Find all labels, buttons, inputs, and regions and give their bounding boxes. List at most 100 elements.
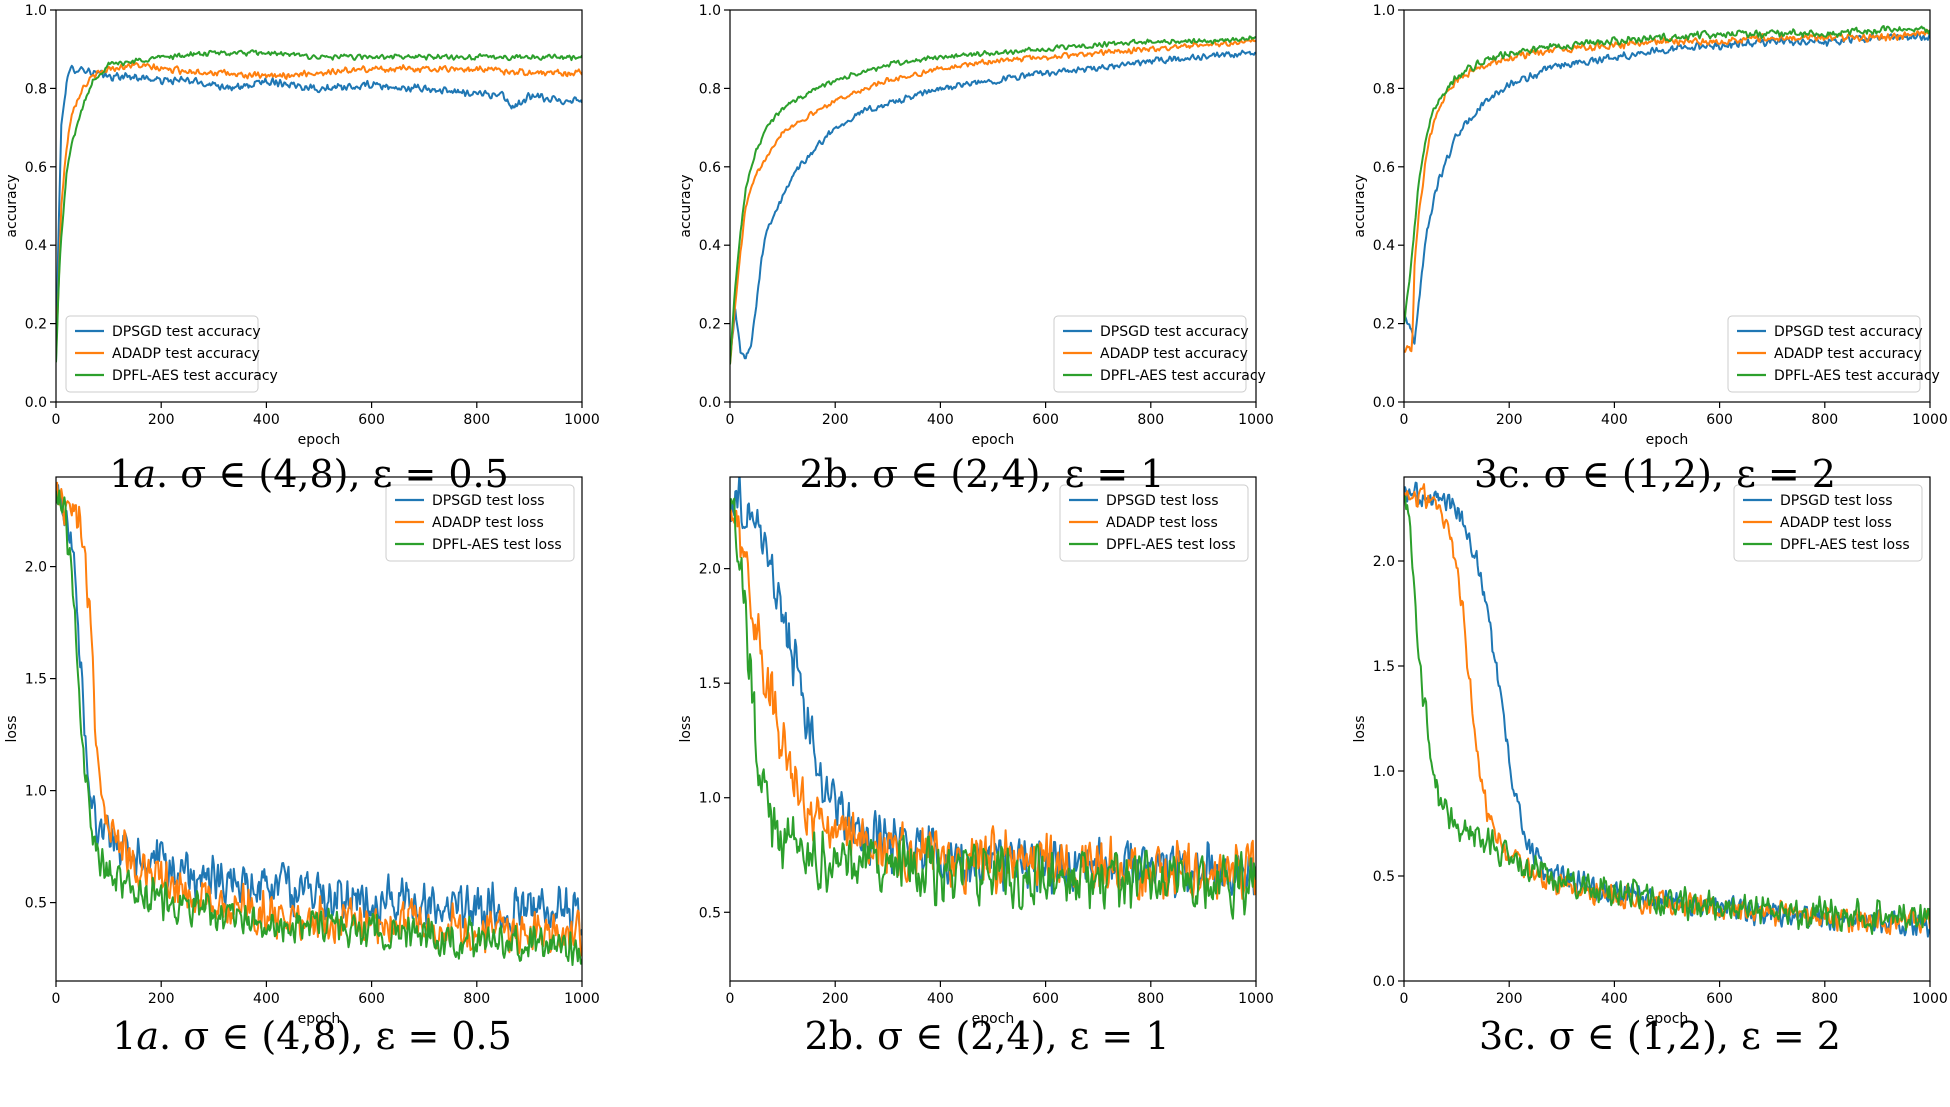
loss-1-xtick-label: 200 <box>148 991 175 1007</box>
loss-2-xtick-label: 400 <box>927 991 954 1007</box>
caption-sigma: . σ ∈ (1,2), <box>1524 1014 1742 1058</box>
loss-2-xlabel: epoch <box>972 1011 1015 1027</box>
loss-2-ytick-label: 1.0 <box>699 791 721 807</box>
acc-2-legend-box <box>1053 315 1247 393</box>
acc-2-legend: DPSGD test accuracy ADADP test accuracy DP… <box>1053 315 1266 393</box>
loss-3-xtick-label: 200 <box>1496 991 1523 1007</box>
acc-2-ytick-label: 0.0 <box>699 395 721 411</box>
acc-3-ytick-label: 0.4 <box>1373 238 1395 254</box>
acc-3-legend-label: ADADP test accuracy <box>1774 346 1922 362</box>
acc-3-ylabel: accuracy <box>1352 174 1368 237</box>
acc-2-legend-label: ADADP test accuracy <box>1100 346 1248 362</box>
caption-sigma: . σ ∈ (2,4), <box>853 1014 1070 1058</box>
caption-epsilon: ε = 0.5 <box>375 1014 512 1058</box>
acc-3-ytick-label: 0.6 <box>1373 160 1395 176</box>
loss-1-legend-box <box>385 484 575 562</box>
acc-1-xtick-label: 200 <box>148 412 175 428</box>
acc-3-series-line-2 <box>1404 28 1930 353</box>
panel-caption: 2b. σ ∈ (2,4), ε = 1 <box>687 1014 1287 1058</box>
acc-2-ytick-label: 1.0 <box>699 3 721 19</box>
loss-1-legend-label: DPSGD test loss <box>432 493 545 509</box>
loss-2-ytick-label: 2.0 <box>699 562 721 578</box>
loss-3-xlabel: epoch <box>1646 1011 1689 1027</box>
caption-prefix: 3c <box>1479 1014 1525 1058</box>
loss-2-ylabel: loss <box>678 715 694 742</box>
loss-2-xtick-label: 600 <box>1032 991 1059 1007</box>
acc-2-panel: 0 200 400 600 800 1000 0.0 0.2 0.4 0.6 0.8 1.0 epoch… <box>678 3 1274 448</box>
acc-3-panel: 0 200 400 600 800 1000 0.0 0.2 0.4 0.6 0.8 1.0 epoch… <box>1352 3 1948 448</box>
caption-sigma: . σ ∈ (4,8), <box>156 452 373 496</box>
acc-3-xtick-label: 600 <box>1706 412 1733 428</box>
acc-1-ytick-label: 0.0 <box>25 395 47 411</box>
acc-3-legend-label: DPFL-AES test accuracy <box>1774 368 1940 384</box>
acc-2-xtick-label: 200 <box>822 412 849 428</box>
caption-prefix: 2b <box>804 1014 853 1058</box>
loss-1-legend: DPSGD test loss ADADP test loss DPFL-AES t… <box>385 484 575 562</box>
loss-2-panel: 0 200 400 600 800 1000 0.5 1.0 1.5 2.0 epoch loss DP… <box>678 476 1274 1027</box>
caption-epsilon: ε = 1 <box>1069 1014 1170 1058</box>
caption-epsilon: ε = 2 <box>1736 452 1836 496</box>
loss-3-legend: DPSGD test loss ADADP test loss DPFL-AES t… <box>1733 484 1923 562</box>
acc-3-xtick-label: 800 <box>1811 412 1838 428</box>
loss-2-axes-frame <box>729 476 1257 982</box>
acc-1-legend-label: DPFL-AES test accuracy <box>112 368 278 384</box>
acc-2-ytick-label: 0.8 <box>699 81 721 97</box>
loss-2-legend-label: DPFL-AES test loss <box>1106 537 1236 553</box>
acc-3-axes-frame <box>1403 9 1931 403</box>
acc-2-ylabel: accuracy <box>678 174 694 237</box>
acc-1-xtick-label: 1000 <box>564 412 600 428</box>
loss-2-ytick-label: 1.5 <box>699 676 721 692</box>
panel-caption: 1a. σ ∈ (4,8), ε = 0.5 <box>12 1014 612 1058</box>
caption-epsilon: ε = 0.5 <box>372 452 509 496</box>
acc-3-xtick-label: 0 <box>1400 412 1409 428</box>
acc-3-legend-box <box>1727 315 1921 393</box>
caption-sigma: . σ ∈ (4,8), <box>159 1014 376 1058</box>
loss-3-xtick-label: 0 <box>1400 991 1409 1007</box>
loss-3-xtick-label: 400 <box>1601 991 1628 1007</box>
loss-2-series-line-3 <box>730 497 1256 920</box>
caption-suffix: a <box>136 1014 160 1058</box>
loss-3-legend-label: DPSGD test loss <box>1780 493 1893 509</box>
acc-3-legend: DPSGD test accuracy ADADP test accuracy DP… <box>1727 315 1940 393</box>
acc-2-axes-frame <box>729 9 1257 403</box>
loss-1-xtick-label: 400 <box>253 991 280 1007</box>
acc-1-ytick-label: 0.2 <box>25 317 47 333</box>
panel-caption: 3c. σ ∈ (1,2), ε = 2 <box>1360 1014 1950 1058</box>
loss-2-xtick-label: 0 <box>726 991 735 1007</box>
acc-1-xtick-label: 400 <box>253 412 280 428</box>
loss-3-panel: 0 200 400 600 800 1000 0.0 0.5 1.0 1.5 2.0 epoch los… <box>1352 476 1948 1027</box>
loss-3-legend-label: ADADP test loss <box>1780 515 1892 531</box>
acc-2-xtick-label: 600 <box>1032 412 1059 428</box>
acc-2-series-line-1 <box>730 49 1256 360</box>
loss-2-xtick-label: 200 <box>822 991 849 1007</box>
acc-2-xtick-label: 0 <box>726 412 735 428</box>
acc-3-series-line-3 <box>1404 25 1930 325</box>
caption-prefix: 2b <box>799 452 848 496</box>
acc-2-xtick-label: 800 <box>1137 412 1164 428</box>
loss-3-ytick-label: 1.5 <box>1373 659 1395 675</box>
loss-1-legend-label: ADADP test loss <box>432 515 544 531</box>
acc-2-xtick-label: 400 <box>927 412 954 428</box>
acc-3-ytick-label: 1.0 <box>1373 3 1395 19</box>
loss-2-xtick-label: 1000 <box>1238 991 1274 1007</box>
loss-1-panel: 0 200 400 600 800 1000 0.5 1.0 1.5 2.0 epoch loss DP… <box>4 476 600 1027</box>
caption-prefix: 3c <box>1474 452 1520 496</box>
loss-2-legend-label: ADADP test loss <box>1106 515 1218 531</box>
acc-1-series-line-3 <box>56 49 582 363</box>
acc-1-legend-box <box>65 315 259 393</box>
acc-1-xtick-label: 800 <box>463 412 490 428</box>
loss-1-legend-label: DPFL-AES test loss <box>432 537 562 553</box>
loss-3-xtick-label: 1000 <box>1912 991 1948 1007</box>
acc-1-ytick-label: 0.4 <box>25 238 47 254</box>
loss-1-xtick-label: 600 <box>358 991 385 1007</box>
loss-3-xtick-label: 800 <box>1811 991 1838 1007</box>
caption-suffix: a <box>133 452 157 496</box>
loss-1-axes-frame <box>55 476 583 982</box>
loss-2-legend-box <box>1059 484 1249 562</box>
loss-1-series-line-3 <box>56 489 582 966</box>
acc-1-xtick-label: 600 <box>358 412 385 428</box>
acc-2-legend-label: DPSGD test accuracy <box>1100 324 1249 340</box>
loss-3-ytick-label: 0.5 <box>1373 869 1395 885</box>
acc-1-xtick-label: 0 <box>52 412 61 428</box>
loss-2-legend-label: DPSGD test loss <box>1106 493 1219 509</box>
